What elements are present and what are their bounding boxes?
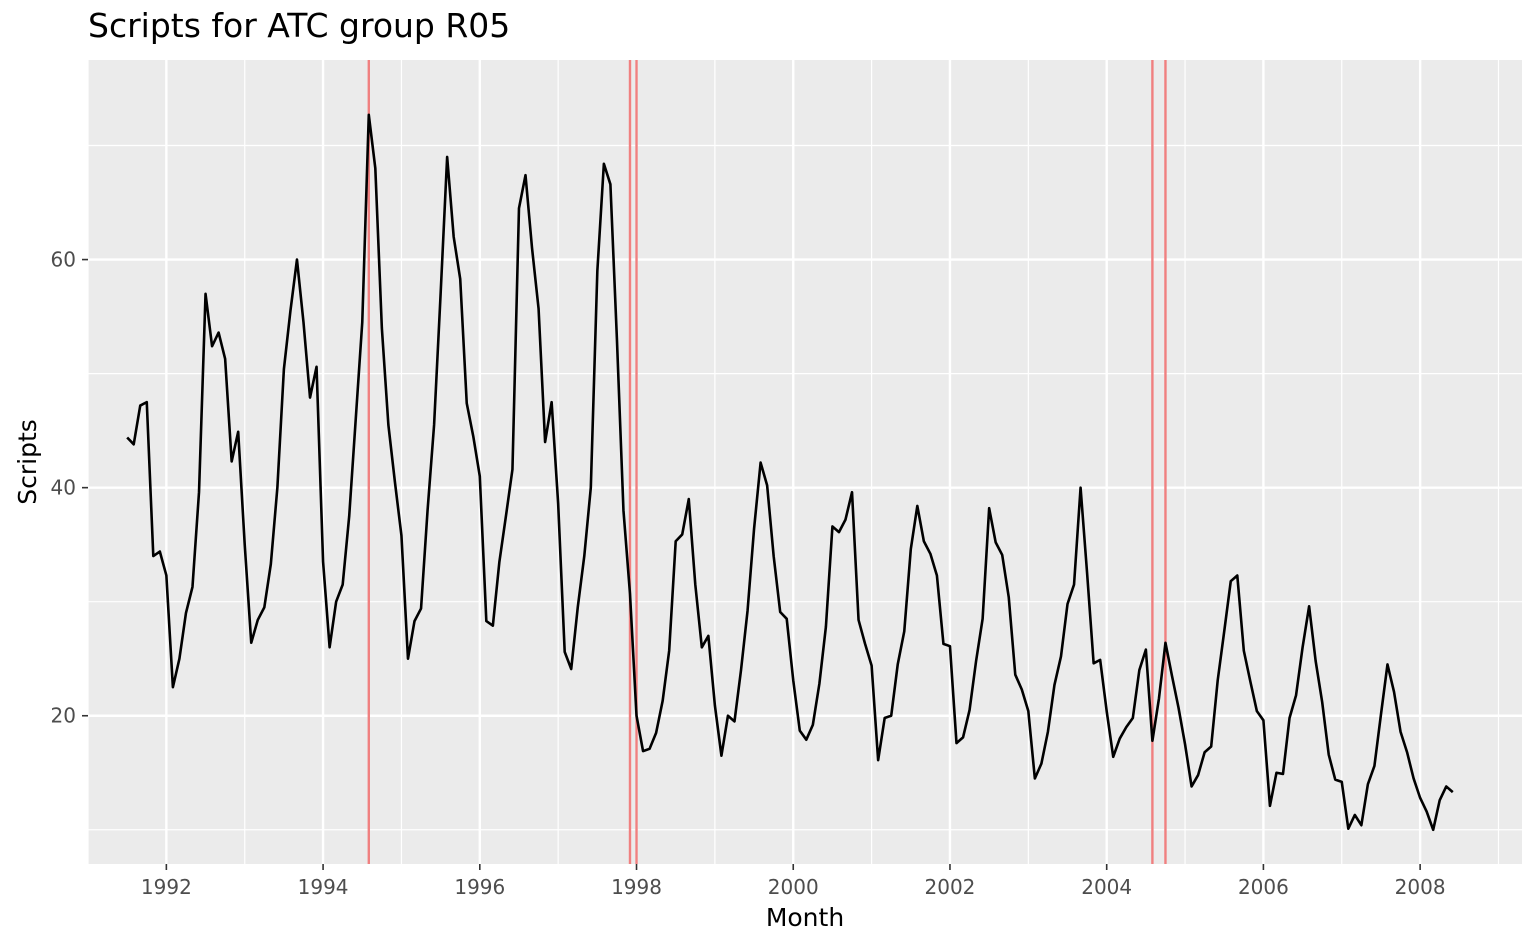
axes: 1992 1994 1996 1998 2000 2002 2004 2006 2008 20 40… bbox=[51, 248, 1446, 899]
y-tick-label: 20 bbox=[51, 704, 76, 728]
x-tick-label: 1994 bbox=[298, 875, 349, 899]
x-tick-label: 2000 bbox=[768, 875, 819, 899]
x-tick-label: 1992 bbox=[141, 875, 192, 899]
series-line bbox=[126, 113, 1454, 832]
x-tick-label: 2004 bbox=[1081, 875, 1132, 899]
x-tick-label: 1996 bbox=[454, 875, 505, 899]
x-tick-label: 2006 bbox=[1238, 875, 1289, 899]
x-axis-title: Month bbox=[766, 903, 844, 932]
y-axis-title: Scripts bbox=[13, 419, 42, 505]
minor-gridlines bbox=[87, 60, 1522, 864]
y-tick-label: 40 bbox=[51, 476, 76, 500]
plot-panel bbox=[88, 60, 1522, 864]
x-tick-label: 2002 bbox=[925, 875, 976, 899]
y-tick-label: 60 bbox=[51, 248, 76, 272]
chart-title: Scripts for ATC group R05 bbox=[88, 6, 511, 45]
x-tick-label: 1998 bbox=[611, 875, 662, 899]
x-tick-label: 2008 bbox=[1395, 875, 1446, 899]
